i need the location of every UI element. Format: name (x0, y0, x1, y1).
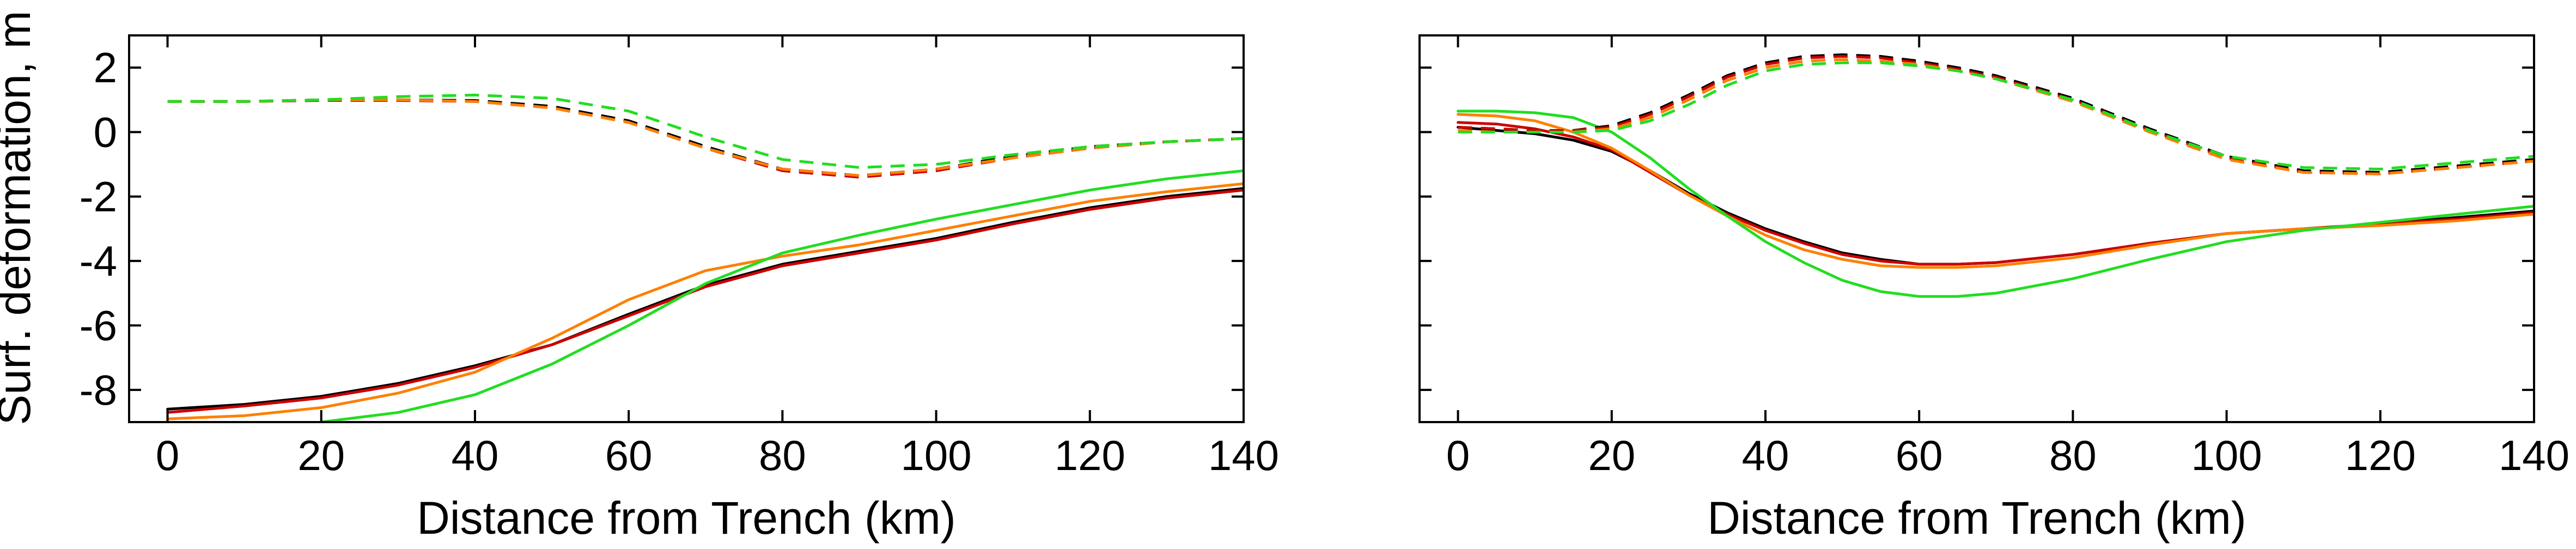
right-plot-frame (1418, 34, 2535, 423)
right-series-group (1457, 53, 2534, 298)
left-x-tick-label: 100 (901, 431, 972, 479)
left-x-tick-label: 120 (1055, 431, 1125, 479)
right-x-axis: 0 20 40 60 80 100 120 140 (1446, 35, 2569, 479)
left-plot-frame (128, 34, 1245, 423)
left-x-tick-label: 0 (156, 431, 179, 479)
right-x-tick-label: 40 (1742, 431, 1789, 479)
right-series-line-4 (1458, 53, 2534, 174)
right-series-line-2 (1457, 113, 2534, 269)
left-series-line-3 (320, 169, 1244, 422)
right-x-tick-label: 140 (2499, 431, 2569, 479)
left-x-axis-label: Distance from Trench (km) (417, 492, 956, 544)
left-x-tick-label: 60 (605, 431, 653, 479)
right-x-tick-label: 100 (2191, 431, 2262, 479)
left-series-line-6 (167, 98, 1244, 177)
left-y-tick-label: 2 (94, 44, 117, 91)
right-panel: 0 20 40 60 80 100 120 140 Distance from Trench … (1418, 34, 2569, 544)
left-y-tick-label: 0 (94, 108, 117, 156)
left-y-tick-label: -6 (80, 302, 117, 350)
right-series-line-1 (1457, 121, 2534, 266)
right-x-tick-label: 60 (1896, 431, 1943, 479)
right-x-tick-label: 80 (2049, 431, 2097, 479)
left-x-tick-label: 20 (297, 431, 345, 479)
left-y-tick-label: -8 (80, 366, 117, 414)
right-y-axis (1420, 66, 2534, 391)
left-series-line-2 (166, 182, 1244, 420)
right-series-line-7 (1458, 61, 2534, 170)
right-series-line-0 (1457, 126, 2534, 266)
left-x-axis: 0 20 40 60 80 100 120 140 (156, 35, 1279, 479)
left-y-tick-label: -2 (80, 173, 117, 221)
right-series-line-3 (1457, 109, 2534, 298)
left-series-line-1 (166, 188, 1244, 414)
left-series-line-4 (167, 98, 1244, 177)
right-x-tick-label: 0 (1446, 431, 1470, 479)
left-series-line-7 (167, 94, 1244, 169)
left-panel: 0 20 40 60 80 100 120 140 -8 -6 -4 -2 0 2 Distance f… (0, 11, 1279, 544)
right-x-axis-label: Distance from Trench (km) (1707, 492, 2246, 544)
left-y-axis: -8 -6 -4 -2 0 2 (80, 44, 1244, 414)
left-y-tick-label: -4 (80, 237, 117, 285)
right-x-tick-label: 120 (2345, 431, 2416, 479)
left-series-line-5 (167, 99, 1244, 179)
left-x-tick-label: 40 (452, 431, 499, 479)
left-y-axis-label: Surf. deformation, m (0, 11, 40, 425)
left-series-group (166, 94, 1244, 422)
right-x-tick-label: 20 (1588, 431, 1635, 479)
right-series-line-6 (1458, 58, 2534, 175)
left-series-line-0 (166, 187, 1244, 411)
left-x-tick-label: 140 (1208, 431, 1279, 479)
left-x-tick-label: 80 (759, 431, 806, 479)
